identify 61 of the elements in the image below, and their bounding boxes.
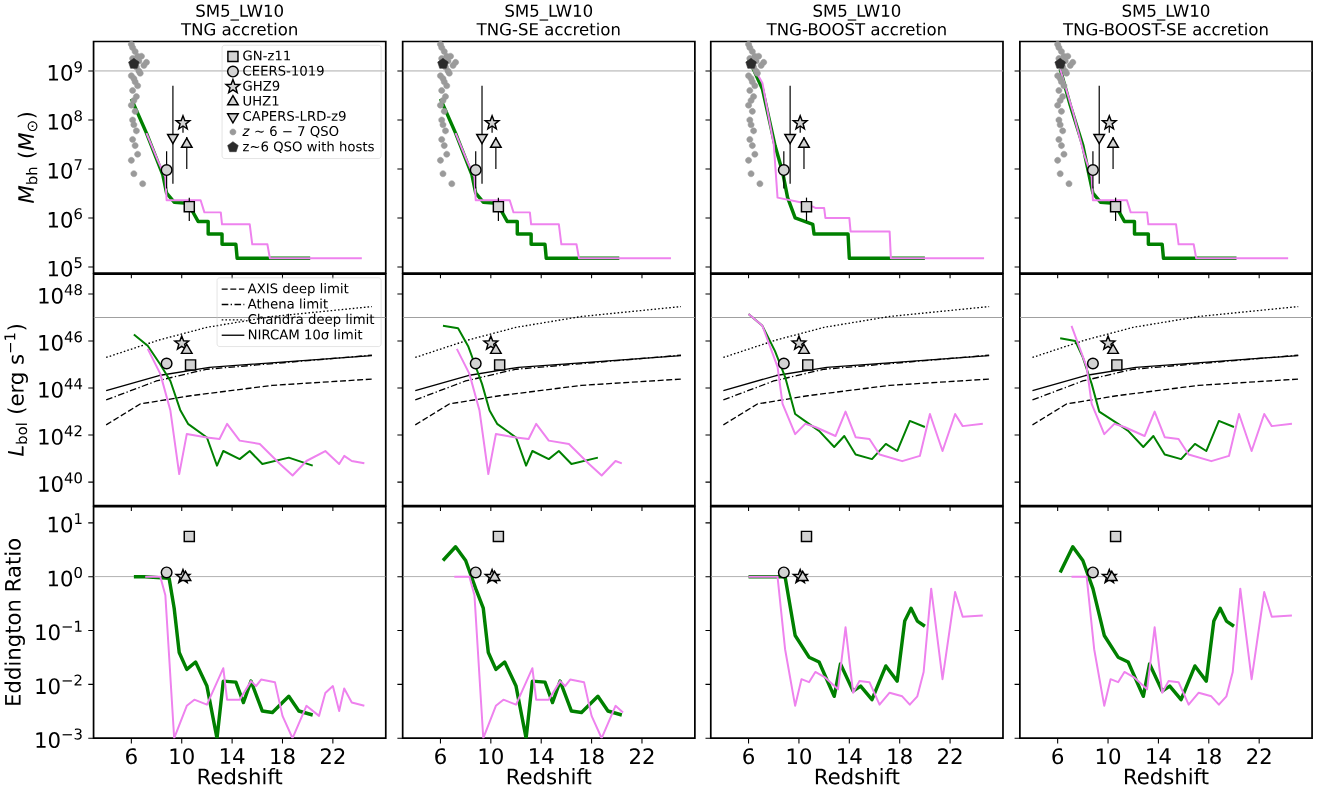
y-tick-label: 10$^{0}$: [48, 566, 82, 587]
y-tick-label: 10$^{46}$: [39, 331, 82, 351]
y-tick-label: 10$^{5}$: [48, 257, 82, 277]
x-axis-title: Redshift: [507, 768, 592, 785]
x-tick-label: 10: [1096, 748, 1121, 765]
x-tick-label: 14: [1147, 748, 1171, 764]
y-tick-label: 10$^{6}$: [48, 208, 82, 228]
legend-label: AXIS deep limit: [247, 283, 349, 296]
legend-label: UHZ1: [243, 95, 279, 106]
x-axis-title: Redshift: [1125, 768, 1209, 785]
x-tick-label: 22: [320, 748, 345, 764]
x-axis-title: Redshift: [198, 768, 283, 785]
y-tick-label: 10$^{42}$: [39, 425, 82, 445]
x-tick-label: 10: [479, 748, 503, 765]
x-tick-label: 6: [435, 748, 446, 765]
y-tick-label: 10$^{8}$: [48, 110, 82, 130]
x-tick-label: 10: [170, 748, 194, 765]
legend-label: z~6 QSO with hosts: [243, 141, 374, 153]
x-tick-label: 18: [888, 748, 912, 765]
legend-label: z ∼ 6 − 7 QSO: [242, 126, 339, 138]
y-tick-label: 10$^{−3}$: [36, 728, 82, 749]
legend-label: GHZ9: [243, 80, 280, 91]
x-tick-label: 18: [580, 748, 604, 765]
y-axis-title: Eddington Ratio: [4, 539, 25, 705]
x-tick-label: 18: [271, 748, 295, 765]
chart-title: SM5_LW10: [505, 4, 593, 21]
x-tick-label: 22: [1247, 748, 1271, 764]
chart-title: SM5_LW10: [813, 4, 901, 21]
x-tick-label: 14: [220, 748, 245, 764]
x-tick-label: 6: [126, 748, 137, 765]
x-tick-label: 22: [938, 748, 962, 764]
x-tick-label: 14: [530, 748, 554, 764]
legend-label: Athena limit: [247, 298, 328, 309]
chart-title: SM5_LW10: [196, 4, 283, 21]
x-tick-label: 18: [1197, 748, 1221, 765]
legend-label: Chandra deep limit: [248, 313, 375, 327]
y-axis-title: M$_{bh}$ (M$_{⊙}$): [17, 112, 38, 203]
x-tick-label: 6: [743, 748, 754, 765]
chart-subtitle: TNG-BOOST accretion: [766, 22, 946, 36]
legend-label: NIRCAM 10σ limit: [248, 329, 363, 340]
y-tick-label: 10$^{44}$: [39, 378, 83, 398]
y-tick-label: 10$^{48}$: [39, 284, 82, 304]
legend-label: GN-z11: [243, 50, 291, 61]
y-tick-label: 10$^{−1}$: [36, 620, 82, 641]
chart-subtitle: TNG-BOOST-SE accretion: [1062, 22, 1268, 36]
chart-title: SM5_LW10: [1122, 4, 1210, 21]
y-tick-label: 10$^{9}$: [48, 61, 82, 81]
legend-label: CEERS-1019: [243, 65, 324, 76]
y-tick-label: 10$^{−2}$: [36, 674, 82, 695]
x-tick-label: 22: [630, 748, 654, 764]
y-tick-label: 10$^{7}$: [48, 159, 82, 179]
x-tick-label: 6: [1052, 748, 1064, 765]
x-tick-label: 14: [838, 748, 862, 764]
y-tick-label: 10$^{40}$: [39, 472, 82, 492]
y-tick-label: 10$^{1}$: [48, 513, 82, 533]
chart-subtitle: TNG-SE accretion: [476, 22, 620, 36]
y-axis-title: L$_{bol}$ (erg s$^{−1}$): [4, 324, 28, 457]
legend-label: CAPERS-LRD-z9: [243, 110, 346, 121]
x-tick-label: 10: [787, 748, 812, 765]
x-axis-title: Redshift: [815, 768, 900, 785]
chart-subtitle: TNG accretion: [180, 22, 297, 36]
